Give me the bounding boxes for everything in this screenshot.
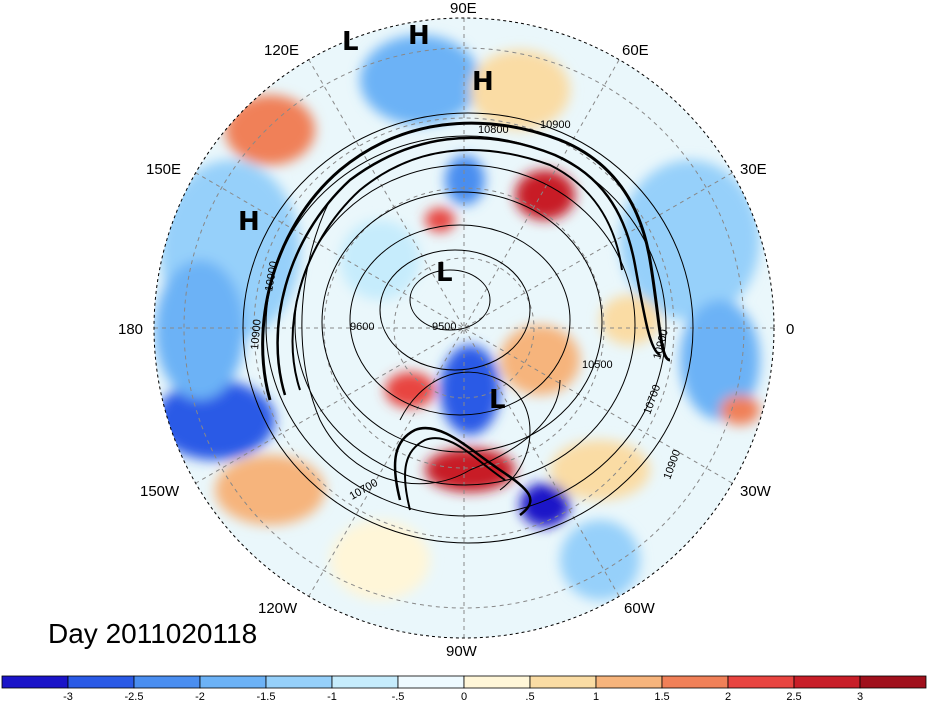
colorbar-tick-label: 2.5 [786, 691, 801, 702]
anomaly-field [154, 18, 774, 638]
colorbar-swatch [661, 675, 729, 689]
colorbar: -3 -2.5 -2 -1.5 -1 -.5 0 .5 1 1.5 2 2.5 3 [1, 675, 927, 702]
colorbar-tick-label: 1 [593, 691, 599, 702]
high-pressure-label: H [408, 21, 430, 51]
lon-label-120e: 120E [264, 42, 299, 59]
lon-label-150w: 150W [140, 483, 180, 500]
colorbar-tick-label: -1 [327, 691, 337, 702]
globe-outline [153, 17, 775, 639]
contour-label: 10800 [478, 124, 509, 136]
colorbar-swatch [397, 675, 465, 689]
colorbar-tick-label: -3 [63, 691, 73, 702]
lon-label-0: 0 [786, 321, 794, 338]
lon-label-120w: 120W [258, 600, 298, 617]
low-pressure-label: L [342, 27, 359, 57]
colorbar-tick-label: 3 [857, 691, 863, 702]
high-pressure-label: H [238, 207, 260, 237]
colorbar-swatch [265, 675, 333, 689]
contour-label: 9600 [350, 321, 374, 333]
colorbar-swatch [463, 675, 531, 689]
contour-label: 10500 [582, 359, 613, 371]
colorbar-swatch [331, 675, 399, 689]
colorbar-swatch [793, 675, 861, 689]
low-pressure-label: L [436, 258, 453, 288]
colorbar-swatch [133, 675, 201, 689]
colorbar-swatch [859, 675, 927, 689]
lon-label-60e: 60E [622, 42, 649, 59]
colorbar-tick-label: 0 [461, 691, 467, 702]
colorbar-tick-label: 2 [725, 691, 731, 702]
height-contours [242, 112, 694, 544]
map-title: Day 2011020118 [48, 618, 258, 649]
colorbar-swatch [1, 675, 69, 689]
lon-label-150e: 150E [146, 161, 181, 178]
lon-label-90w: 90W [446, 643, 478, 660]
low-pressure-label: L [489, 385, 506, 415]
colorbar-tick-label: .5 [525, 691, 534, 702]
colorbar-swatch [199, 675, 267, 689]
colorbar-tick-label: -1.5 [257, 691, 276, 702]
colorbar-swatch [67, 675, 135, 689]
colorbar-tick-label: -.5 [392, 691, 405, 702]
longitude-labels: 90E 60E 30E 0 30W 60W 90W 120W 150W 180 … [118, 0, 794, 660]
lon-label-30w: 30W [740, 483, 772, 500]
graticule [154, 18, 774, 638]
colorbar-tick-label: 1.5 [654, 691, 669, 702]
colorbar-swatch [727, 675, 795, 689]
colorbar-tick-label: -2.5 [125, 691, 144, 702]
contour-label: 10900 [249, 319, 264, 351]
contour-label: 10900 [540, 119, 571, 131]
colorbar-swatch [595, 675, 663, 689]
contour-label: 10900 [263, 260, 280, 292]
lon-label-90e: 90E [450, 0, 477, 17]
contour-label: 9500 [432, 321, 456, 333]
lon-label-30e: 30E [740, 161, 767, 178]
colorbar-tick-label: -2 [195, 691, 205, 702]
colorbar-swatch [529, 675, 597, 689]
pressure-centers: L H H H L L [238, 21, 506, 415]
high-pressure-label: H [472, 67, 494, 97]
lon-label-180: 180 [118, 321, 143, 338]
lon-label-60w: 60W [624, 600, 656, 617]
